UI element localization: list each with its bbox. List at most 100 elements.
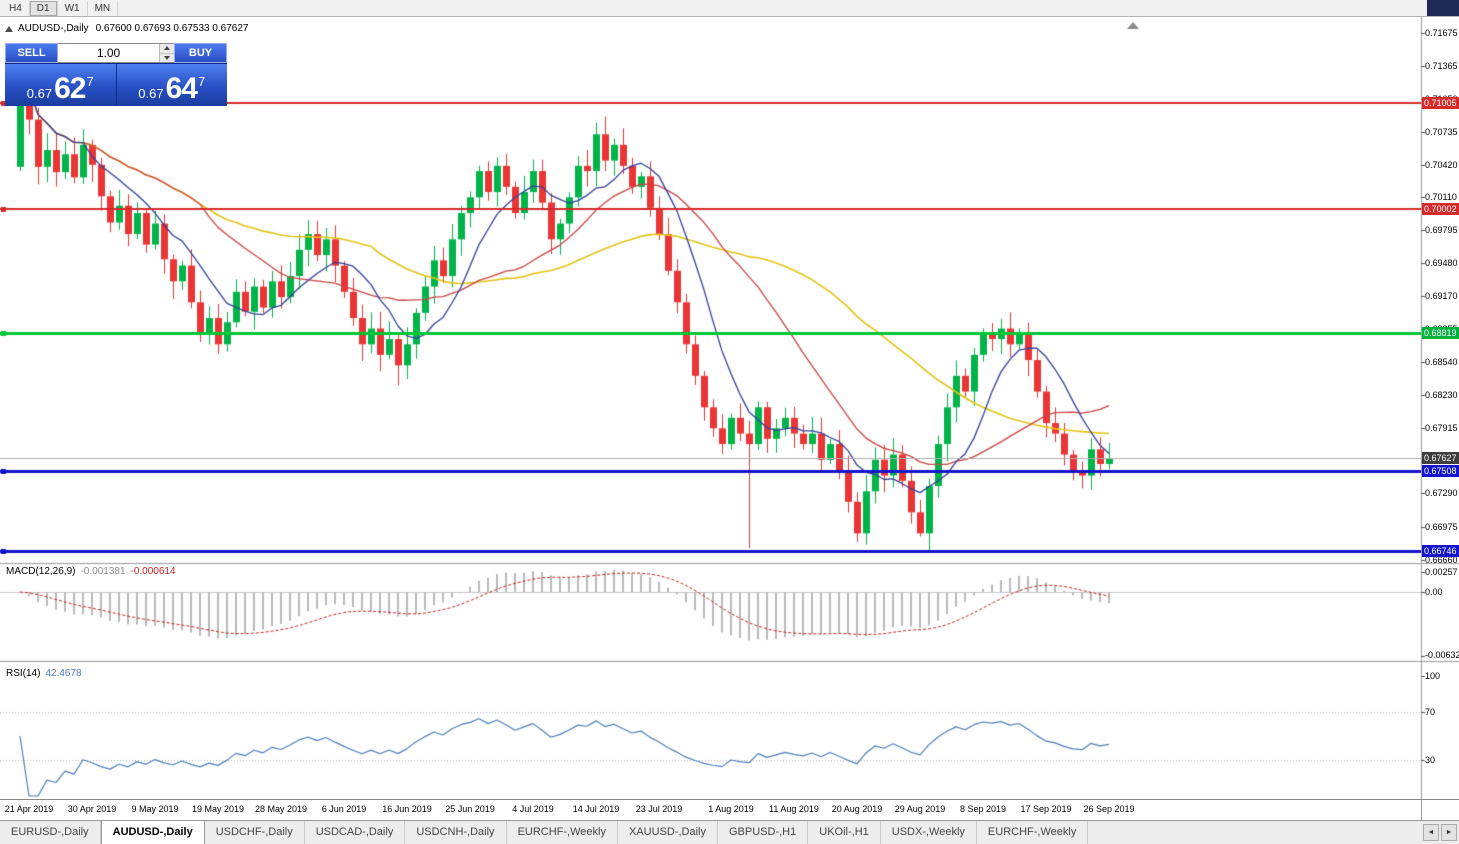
macd-main-value: -0.001381 [80, 566, 126, 577]
time-axis-label: 23 Jul 2019 [635, 804, 683, 814]
chart-tab-usdcnh-daily[interactable]: USDCNH-,Daily [405, 821, 507, 844]
rsi-axis-label: 100 [1425, 671, 1441, 681]
timeframe-toolbar: H4 D1 W1 MN [0, 0, 1459, 17]
price-axis-label: 0.67915 [1425, 422, 1458, 433]
macd-axis-label: 0.00 [1425, 587, 1443, 597]
volume-increase-button[interactable] [160, 44, 174, 54]
chart-tab-eurchf-weekly[interactable]: EURCHF-,Weekly [977, 821, 1089, 844]
buy-price-prefix: 0.67 [138, 86, 164, 101]
price-axis-label: 0.69170 [1425, 291, 1458, 302]
timeframe-button-mn[interactable]: MN [88, 0, 119, 16]
price-axis-label: 0.69480 [1425, 258, 1458, 269]
time-axis-label: 6 Jun 2019 [321, 804, 367, 814]
time-axis-label: 4 Jul 2019 [512, 804, 554, 814]
chart-ohlc-header: AUDUSD-,Daily 0.67600 0.67693 0.67533 0.… [5, 23, 249, 34]
chart-tab-gbpusd-h1[interactable]: GBPUSD-,H1 [718, 821, 809, 844]
tab-scroll-buttons: ◄ ► [1423, 824, 1457, 841]
time-axis-label: 26 Sep 2019 [1083, 804, 1135, 814]
sell-button[interactable]: SELL [5, 43, 58, 63]
rsi-axis-label: 30 [1425, 755, 1436, 765]
price-axis-label: 0.68230 [1425, 389, 1458, 400]
rsi-axis-label: 70 [1425, 707, 1436, 717]
chart-tab-ukoil-h1[interactable]: UKOil-,H1 [808, 821, 881, 844]
sell-price-pipette: 7 [86, 74, 94, 89]
time-axis-label: 8 Sep 2019 [959, 804, 1007, 814]
price-axis[interactable]: 0.716750.713650.710500.707350.704200.701… [1421, 17, 1459, 799]
time-axis-label: 29 Aug 2019 [894, 804, 946, 814]
macd-axis-label: 0.00257 [1425, 567, 1458, 577]
price-tag-0.68819: 0.68819 [1422, 326, 1459, 339]
chart-region: AUDUSD-,Daily 0.67600 0.67693 0.67533 0.… [0, 17, 1459, 799]
volume-stepper [159, 44, 174, 62]
tab-scroll-right-button[interactable]: ► [1441, 824, 1457, 841]
price-tag-0.70002: 0.70002 [1422, 202, 1459, 215]
price-axis-label: 0.70110 [1425, 192, 1457, 203]
price-axis-label: 0.67290 [1425, 488, 1458, 499]
time-axis[interactable]: 21 Apr 2019 30 Apr 2019 9 May 2019 19 May 2… [0, 799, 1459, 820]
volume-decrease-button[interactable] [160, 53, 174, 62]
one-click-collapse-arrow-icon[interactable] [5, 25, 13, 32]
chart-tab-usdchf-daily[interactable]: USDCHF-,Daily [205, 821, 305, 844]
volume-input[interactable]: 1.00 [96, 46, 121, 60]
macd-axis-label: -0.00632 [1425, 650, 1459, 660]
macd-signal-value: -0.000614 [130, 566, 176, 577]
time-axis-label: 14 Jul 2019 [572, 804, 620, 814]
chart-tab-audusd-daily[interactable]: AUDUSD-,Daily [100, 821, 205, 844]
chart-tab-eurusd-daily[interactable]: EURUSD-,Daily [0, 821, 101, 844]
chart-tab-eurchf-weekly[interactable]: EURCHF-,Weekly [507, 821, 618, 844]
rsi-value: 42.4678 [45, 668, 82, 679]
rsi-name: RSI(14) [6, 668, 41, 679]
price-tag-0.67627: 0.67627 [1422, 452, 1459, 465]
sell-price-big-digits: 62 [54, 72, 86, 105]
time-axis-label: 30 Apr 2019 [67, 804, 117, 814]
macd-name: MACD(12,26,9) [6, 566, 76, 577]
time-axis-label: 1 Aug 2019 [708, 804, 754, 814]
timeframe-buttons-group: H4 D1 W1 MN [2, 0, 119, 16]
one-click-controls-row: SELL 1.00 BUY [5, 43, 227, 63]
price-tag-0.67508: 0.67508 [1422, 464, 1459, 477]
macd-indicator-label: MACD(12,26,9) -0.001381 -0.000614 [6, 566, 176, 577]
volume-field[interactable]: 1.00 [58, 43, 174, 63]
price-chart-canvas[interactable] [0, 17, 1459, 799]
time-axis-label: 16 Jun 2019 [382, 804, 432, 814]
timeframe-button-w1[interactable]: W1 [58, 0, 88, 16]
buy-button[interactable]: BUY [174, 43, 227, 63]
sell-price-prefix: 0.67 [26, 86, 53, 101]
price-axis-label: 0.70735 [1425, 126, 1458, 137]
chart-tab-usdcad-daily[interactable]: USDCAD-,Daily [305, 821, 406, 844]
chart-tab-xauusd-daily[interactable]: XAUUSD-,Daily [618, 821, 718, 844]
chart-tabs-bar: EURUSD-,Daily AUDUSD-,Daily USDCHF-,Daily U… [0, 820, 1459, 844]
time-axis-label: 25 Jun 2019 [445, 804, 495, 814]
sell-price-display[interactable]: 0.67 62 7 [5, 64, 116, 106]
price-axis-label: 0.70420 [1425, 159, 1458, 170]
rsi-indicator-label: RSI(14) 42.4678 [6, 668, 82, 679]
one-click-trading-panel: SELL 1.00 BUY 0.67 62 7 0.67 [5, 43, 227, 106]
timeframe-button-h4[interactable]: H4 [2, 0, 30, 16]
time-axis-label: 28 May 2019 [254, 804, 308, 814]
buy-price-pipette: 7 [197, 74, 206, 89]
time-axis-label: 17 Sep 2019 [1020, 804, 1072, 814]
docked-panel-corner [1427, 0, 1459, 16]
time-axis-label: 19 May 2019 [191, 804, 245, 814]
triangle-down-icon [164, 55, 170, 60]
price-axis-label: 0.71675 [1425, 28, 1458, 38]
price-axis-label: 0.68540 [1425, 357, 1458, 368]
time-axis-label: 9 May 2019 [131, 804, 179, 814]
ohlc-values: 0.67600 0.67693 0.67533 0.67627 [95, 23, 249, 34]
triangle-up-icon [164, 46, 170, 51]
time-axis-label: 20 Aug 2019 [831, 804, 883, 814]
buy-price-display[interactable]: 0.67 64 7 [116, 64, 227, 106]
symbol-period-label: AUDUSD-,Daily [18, 23, 89, 34]
buy-price-big-digits: 64 [165, 72, 198, 105]
one-click-prices-row: 0.67 62 7 0.67 64 7 [5, 63, 227, 106]
tab-scroll-left-button[interactable]: ◄ [1423, 824, 1439, 841]
chart-tabs: EURUSD-,Daily AUDUSD-,Daily USDCHF-,Daily U… [0, 821, 1089, 844]
price-tag-0.71005: 0.71005 [1422, 97, 1459, 110]
price-axis-label: 0.69795 [1425, 225, 1458, 236]
price-axis-label: 0.71365 [1425, 60, 1458, 71]
price-tag-0.66746: 0.66746 [1422, 544, 1459, 557]
time-axis-label: 11 Aug 2019 [769, 804, 819, 814]
timeframe-button-d1[interactable]: D1 [29, 0, 58, 16]
chart-tab-usdx-weekly[interactable]: USDX-,Weekly [881, 821, 977, 844]
